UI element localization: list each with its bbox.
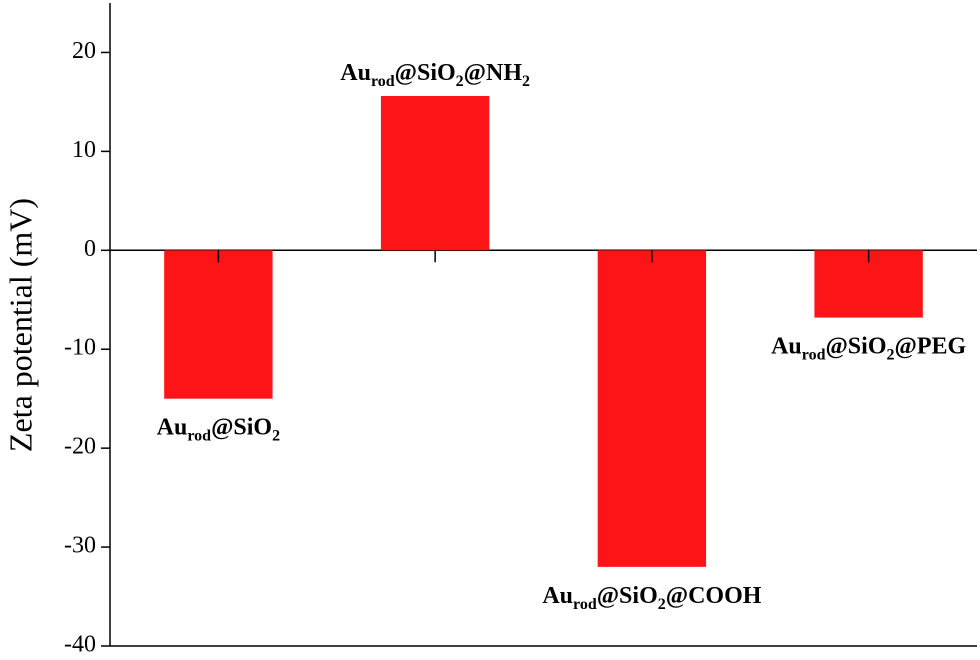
y-tick-label: 0 (84, 236, 96, 262)
bar-label-part: @SiO (211, 414, 272, 440)
bar-label-part: rod (573, 596, 597, 613)
y-tick-label: 20 (72, 38, 96, 64)
y-axis-title: Zeta potential (mV) (2, 198, 38, 452)
bar-label-part: Au (542, 582, 573, 608)
bar (597, 250, 707, 567)
bar-label-part: Au (771, 333, 802, 359)
bar-label: Aurod@SiO2 (157, 414, 280, 444)
bar-label-part: @SiO (597, 582, 658, 608)
y-tick-label: -30 (64, 533, 96, 559)
bar-label-part: rod (802, 346, 826, 363)
y-tick-label: 10 (72, 137, 96, 163)
bar-label-part: 2 (272, 427, 280, 444)
bar-label: Aurod@SiO2@NH2 (340, 59, 530, 89)
bar-label-part: @PEG (895, 333, 967, 359)
bar-label: Aurod@SiO2@COOH (542, 582, 761, 612)
bar-label-part: @SiO (395, 59, 456, 85)
bar (164, 250, 273, 399)
bar-label-part: rod (371, 73, 395, 90)
bar-label-part: @NH (464, 59, 523, 85)
bar-label-part: 2 (658, 596, 666, 613)
bar-label-part: 2 (456, 73, 464, 90)
y-tick-label: -40 (64, 632, 96, 658)
bar-label-part: rod (187, 427, 211, 444)
bar-label-part: Au (157, 414, 188, 440)
bar-label: Aurod@SiO2@PEG (771, 333, 966, 363)
bar (380, 95, 490, 251)
bar-label-part: @COOH (666, 582, 762, 608)
y-tick-label: -20 (64, 434, 96, 460)
bar-label-part: 2 (522, 73, 530, 90)
bar-label-part: Au (340, 59, 371, 85)
bar-label-part: 2 (887, 346, 895, 363)
y-tick-label: -10 (64, 335, 96, 361)
bar-label-part: @SiO (825, 333, 886, 359)
